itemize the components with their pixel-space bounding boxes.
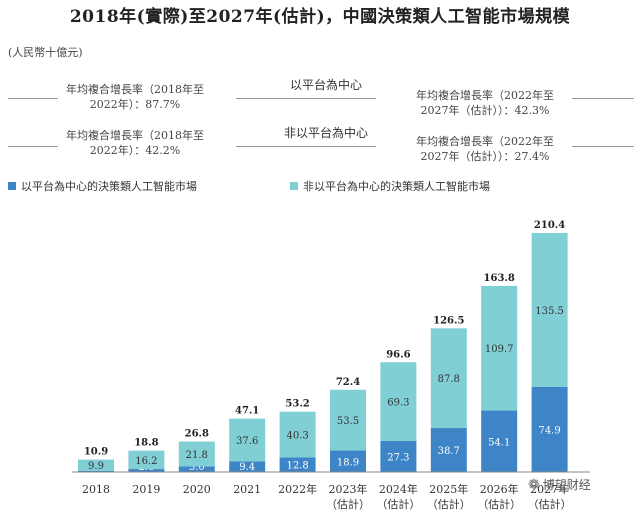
- bar-segment-non-platform: [330, 389, 366, 451]
- x-tick-label: 2026年: [480, 482, 519, 496]
- bar-segment-platform: [178, 466, 215, 472]
- legend-item-non-platform: 非以平台為中心的決策類人工智能市場: [290, 178, 490, 194]
- data-label: 21.8: [186, 450, 208, 461]
- data-label: 9.4: [239, 462, 255, 473]
- bar-segment-platform: [229, 461, 266, 472]
- bar-segment-platform: [430, 428, 467, 472]
- x-tick-label: 2020: [183, 483, 211, 496]
- data-label: 69.3: [387, 398, 409, 409]
- data-label: 16.2: [135, 456, 157, 467]
- legend-label-platform: 以平台為中心的決策類人工智能市場: [21, 180, 197, 193]
- total-label: 210.4: [534, 220, 565, 231]
- cagr-left-2-line1: 年均複合增長率（2018年至: [66, 129, 204, 142]
- legend-swatch-platform: [8, 182, 16, 190]
- total-label: 26.8: [185, 429, 209, 440]
- bar-segment-non-platform: [380, 362, 417, 441]
- x-tick-label: 2025年: [429, 482, 468, 496]
- x-tick-label: （估計）: [326, 497, 370, 511]
- cagr-divider-left-1: [8, 98, 58, 99]
- bar-segment-platform: [330, 450, 366, 472]
- data-label: 40.3: [286, 431, 308, 442]
- cagr-right-2-line1: 年均複合增長率（2022年至: [416, 135, 554, 148]
- bar-segment-platform: [380, 440, 417, 472]
- cagr-right-1-line1: 年均複合增長率（2022年至: [416, 89, 554, 102]
- cagr-divider-right-1: [572, 98, 634, 99]
- total-label: 18.8: [134, 438, 158, 449]
- wechat-icon: ❁: [528, 476, 540, 493]
- cagr-divider-left-2: [8, 146, 58, 147]
- total-label: 10.9: [84, 447, 108, 458]
- bar-segment-non-platform: [229, 418, 266, 462]
- cagr-left-1: 年均複合增長率（2018年至 2022年）：87.7%: [60, 82, 210, 112]
- data-label: 37.6: [236, 436, 258, 447]
- total-label: 96.6: [386, 349, 410, 360]
- watermark-text: 博望财经: [542, 478, 591, 492]
- data-label: 74.9: [538, 425, 560, 436]
- bar-segment-platform: [531, 386, 568, 472]
- bar-segment-non-platform: [481, 285, 518, 411]
- x-tick-label: 2024年: [379, 482, 418, 496]
- data-label: 9.9: [88, 461, 104, 472]
- x-tick-label: （估計）: [427, 497, 471, 511]
- data-label: 54.1: [488, 437, 510, 448]
- bar-segment-non-platform: [430, 328, 467, 429]
- cagr-left-1-line1: 年均複合增長率（2018年至: [66, 83, 204, 96]
- total-label: 163.8: [484, 273, 515, 284]
- cagr-center-1: 以平台為中心: [289, 78, 362, 92]
- data-label: 12.8: [286, 461, 308, 472]
- data-label: 38.7: [438, 446, 460, 457]
- chart-title: 2018年(實際)至2027年(估計)，中國決策類人工智能市場規模: [69, 7, 571, 27]
- bar-segment-non-platform: [531, 233, 568, 387]
- bar-segment-non-platform: [279, 411, 316, 458]
- bar-segment-non-platform: [128, 450, 165, 470]
- data-label: 53.5: [337, 416, 359, 427]
- watermark: ❁ 博望财经: [528, 476, 591, 493]
- data-label: 5.0: [189, 462, 205, 473]
- x-tick-label: 2022年: [278, 482, 317, 496]
- bar-segment-platform: [128, 469, 165, 472]
- cagr-right-2-line2: 2027年（估計））：27.4%: [420, 150, 550, 163]
- x-tick-label: （估計）: [376, 497, 420, 511]
- cagr-center-2: 非以平台為中心: [283, 126, 368, 140]
- data-label: 109.7: [485, 344, 514, 355]
- legend-label-non-platform: 非以平台為中心的決策類人工智能市場: [303, 180, 490, 193]
- cagr-right-1-line2: 2027年（估計））：42.3%: [420, 104, 550, 117]
- bar-segment-platform: [481, 410, 518, 472]
- cagr-left-2-line2: 2022年）：42.2%: [89, 144, 181, 157]
- x-tick-label: 2019: [132, 483, 160, 496]
- x-tick-label: 2021: [233, 483, 261, 496]
- x-tick-label: 2018: [82, 483, 110, 496]
- bar-segment-platform: [78, 470, 114, 472]
- cagr-divider-mid-2: [236, 146, 376, 147]
- x-tick-label: （估計）: [477, 497, 521, 511]
- x-tick-label: （估計）: [528, 497, 572, 511]
- data-label: 18.9: [337, 457, 359, 468]
- bar-segment-non-platform: [178, 441, 215, 467]
- bar-segment-non-platform: [78, 459, 114, 471]
- total-label: 53.2: [285, 399, 309, 410]
- total-label: 72.4: [336, 377, 360, 388]
- cagr-right-1: 年均複合增長率（2022年至 2027年（估計））：42.3%: [410, 88, 560, 118]
- cagr-left-2: 年均複合增長率（2018年至 2022年）：42.2%: [60, 128, 210, 158]
- x-tick-label: 2023年: [329, 482, 368, 496]
- cagr-divider-right-2: [572, 146, 634, 147]
- total-label: 47.1: [235, 405, 259, 416]
- data-label: 87.8: [438, 374, 460, 385]
- legend-item-platform: 以平台為中心的決策類人工智能市場: [8, 178, 197, 194]
- total-label: 126.5: [433, 315, 464, 326]
- data-label: 135.5: [535, 306, 564, 317]
- bar-segment-platform: [279, 457, 316, 472]
- unit-label: (人民幣十億元): [8, 46, 83, 59]
- cagr-left-1-line2: 2022年）：87.7%: [89, 98, 181, 111]
- cagr-divider-mid-left-1: [236, 98, 376, 99]
- legend-swatch-non-platform: [290, 182, 298, 190]
- cagr-right-2: 年均複合增長率（2022年至 2027年（估計））：27.4%: [410, 134, 560, 164]
- x-tick-label: 2027年: [530, 482, 569, 496]
- data-label: 27.3: [387, 452, 409, 463]
